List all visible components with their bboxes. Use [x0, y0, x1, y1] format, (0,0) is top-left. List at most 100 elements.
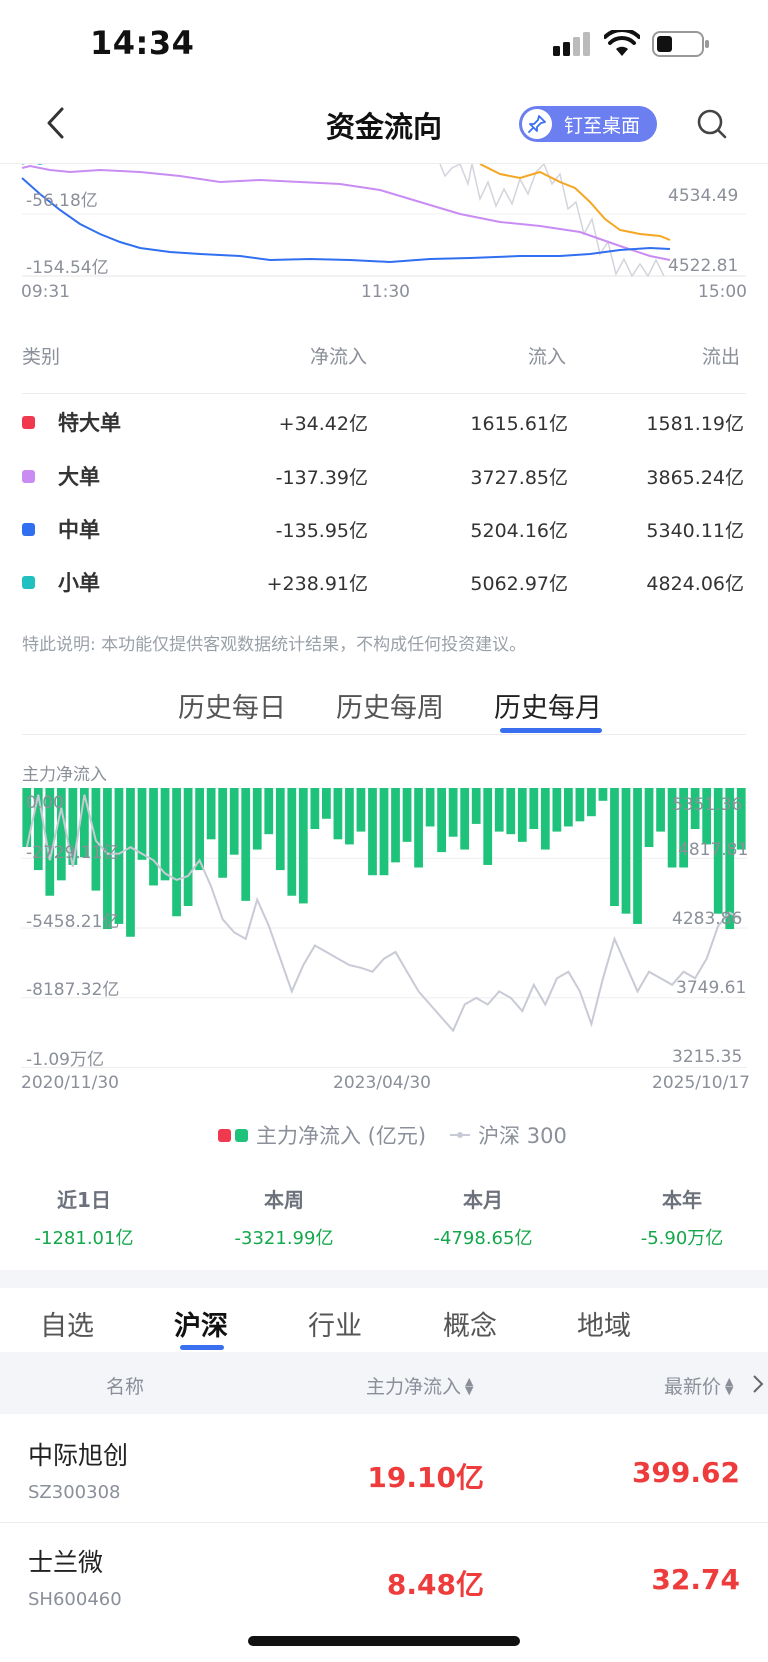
chart-right-tick: 5351.36 — [672, 795, 743, 815]
chart-bar — [656, 788, 665, 832]
chart-bar — [736, 788, 746, 850]
summary-label: 近1日 — [57, 1188, 111, 1212]
category-tab[interactable]: 概念 — [443, 1311, 497, 1342]
index-line — [25, 794, 742, 1033]
intraday-right-label: 4522.81 — [668, 256, 739, 276]
chart-left-tick: -2729.11亿 — [26, 843, 120, 863]
chart-bar — [460, 788, 470, 850]
chart-bar — [564, 788, 573, 827]
stock-code: SH600460 — [28, 1589, 122, 1610]
legend: 主力净流入 (亿元) 沪深 300 — [218, 1120, 567, 1150]
row-inflow: 5062.97亿 — [470, 573, 568, 595]
tab-history-monthly[interactable]: 历史每月 — [494, 693, 602, 724]
chart-bar — [356, 788, 366, 832]
chart-bar — [183, 788, 193, 906]
section-gap — [0, 1270, 768, 1288]
list-header — [0, 1352, 768, 1414]
search-icon[interactable] — [696, 108, 728, 144]
signal-icon — [552, 32, 590, 62]
chart-bar — [45, 788, 55, 896]
chart-bar — [540, 788, 550, 850]
chart-bar — [494, 788, 504, 832]
summary-value: -4798.65亿 — [433, 1228, 533, 1249]
chart-x-label: 2023/04/30 — [333, 1073, 431, 1093]
chart-bar — [275, 788, 285, 871]
monthly-flow-chart[interactable] — [21, 788, 747, 1068]
chart-bar — [252, 788, 262, 850]
legend-index-label: 沪深 300 — [478, 1124, 567, 1148]
chart-bar — [103, 788, 112, 930]
pin-to-desktop-button[interactable]: 钉至桌面 — [519, 106, 657, 142]
row-category: 小单 — [58, 571, 100, 595]
chart-right-tick: 4283.86 — [672, 909, 743, 929]
chart-bar — [506, 788, 516, 835]
stock-name: 中际旭创 — [28, 1441, 129, 1470]
row-net: +238.91亿 — [266, 573, 368, 595]
category-tab[interactable]: 自选 — [40, 1311, 94, 1342]
row-color-swatch — [22, 523, 35, 536]
chart-bar — [644, 788, 654, 847]
chart-bar — [425, 788, 435, 827]
tab-history-daily[interactable]: 历史每日 — [178, 693, 286, 724]
legend-green-swatch — [235, 1128, 248, 1142]
summary-label: 本月 — [463, 1188, 503, 1212]
chart-bar — [287, 788, 297, 896]
back-icon[interactable] — [44, 106, 66, 144]
home-indicator[interactable] — [248, 1636, 520, 1646]
intraday-time-label: 09:31 — [21, 282, 70, 302]
row-color-swatch — [22, 416, 35, 429]
category-tab[interactable]: 沪深 — [174, 1311, 228, 1342]
chart-bar — [483, 788, 493, 865]
row-color-swatch — [22, 470, 35, 483]
stock-price: 399.62 — [631, 1456, 740, 1489]
summary-label: 本周 — [264, 1188, 304, 1212]
sort-by-price-button[interactable]: 最新价 ▲ ▼ — [664, 1372, 733, 1399]
row-net: -137.39亿 — [275, 467, 368, 489]
stock-net-inflow: 19.10亿 — [367, 1461, 484, 1494]
chart-bar — [667, 788, 677, 868]
chart-bar — [379, 788, 389, 876]
intraday-time-label: 15:00 — [698, 282, 747, 302]
row-inflow: 1615.61亿 — [470, 413, 568, 435]
chart-bar — [633, 788, 642, 924]
chart-bar — [264, 788, 274, 835]
chart-bar — [172, 788, 181, 917]
chart-bar — [690, 788, 700, 830]
chart-left-tick: -1.09万亿 — [26, 1050, 104, 1070]
sort-icon: ▲ ▼ — [465, 1374, 474, 1397]
chart-bar — [114, 788, 124, 924]
chart-bar — [80, 788, 89, 858]
chart-title: 主力净流入 — [22, 765, 107, 785]
chart-bar — [575, 788, 585, 822]
page-title: 资金流向 — [325, 110, 442, 144]
category-tab[interactable]: 行业 — [308, 1311, 362, 1342]
chart-bar — [68, 788, 78, 865]
chart-bar — [322, 788, 331, 819]
chart-bar — [448, 788, 458, 837]
tab-history-weekly[interactable]: 历史每周 — [336, 693, 444, 724]
summary-value: -1281.01亿 — [34, 1228, 134, 1249]
chart-bar — [333, 788, 343, 840]
chart-right-tick: 4817.81 — [678, 840, 749, 860]
chart-bar — [218, 788, 228, 878]
table-divider — [22, 393, 746, 394]
intraday-right-label: 4534.49 — [668, 186, 739, 206]
wifi-icon — [603, 27, 641, 62]
chart-left-tick: -5458.21亿 — [26, 912, 120, 932]
category-tab[interactable]: 地域 — [577, 1311, 631, 1342]
sort-by-net-button[interactable]: 主力净流入 ▲ ▼ — [366, 1372, 473, 1399]
chart-left-tick: 0.00 — [26, 793, 64, 813]
disclaimer: 特此说明: 本功能仅提供客观数据统计结果，不构成任何投资建议。 — [22, 635, 527, 655]
chart-bar — [529, 788, 539, 830]
list-header-name: 名称 — [106, 1376, 145, 1398]
chart-right-tick: 3215.35 — [672, 1047, 743, 1067]
chart-bar — [414, 788, 423, 868]
chart-bar — [206, 788, 216, 840]
legend-red-swatch — [218, 1128, 231, 1142]
legend-line-icon — [450, 1130, 471, 1140]
row-inflow: 3727.85亿 — [470, 467, 568, 489]
chart-bar — [241, 788, 251, 901]
chevron-right-icon[interactable] — [752, 1374, 764, 1398]
summary-label: 本年 — [662, 1188, 702, 1212]
chart-bar — [402, 788, 412, 842]
